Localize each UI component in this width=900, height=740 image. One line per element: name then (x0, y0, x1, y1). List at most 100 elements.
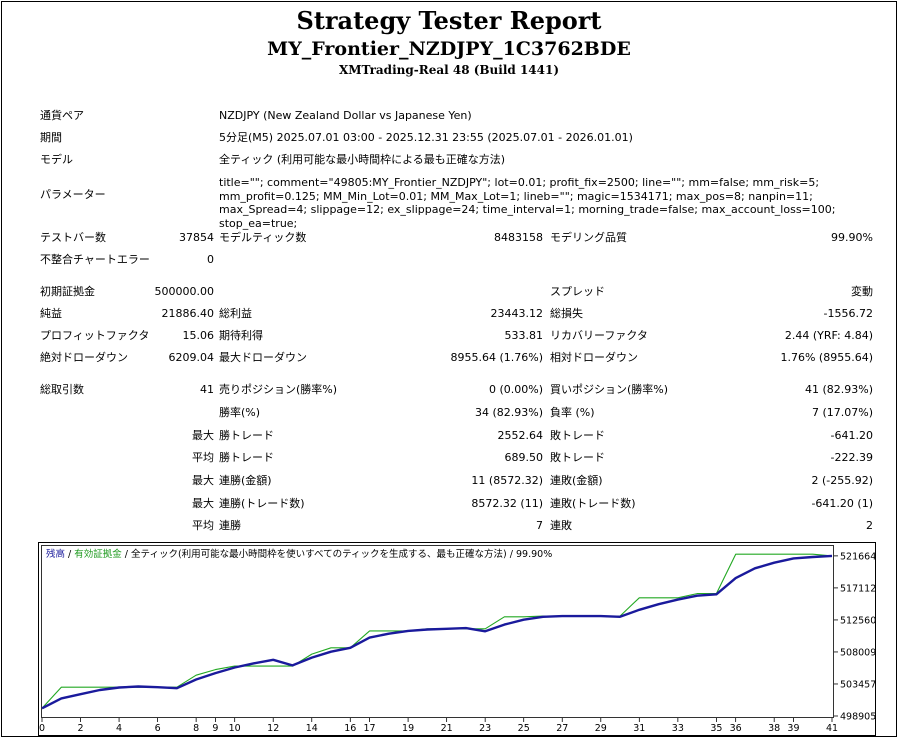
rel-dd-value: 1.76% (8955.64) (780, 351, 873, 364)
total-trades-value: 41 (200, 383, 214, 396)
chart-svg: 498905 503457 508009 512560 517112 521664 0 2 4… (38, 542, 876, 736)
quality-label: モデリング品質 (550, 231, 627, 244)
consec-losses-amt-label: 連敗(金額) (550, 474, 603, 487)
y-tick-label: 508009 (840, 647, 876, 658)
legend-balance: 残高 (46, 549, 66, 560)
x-tick-label: 0 (39, 723, 45, 734)
win-rate-value: 34 (82.93%) (474, 406, 543, 419)
chart-border (38, 542, 876, 736)
max-word-2: 最大 (192, 474, 214, 487)
consec-wins-amt-value: 11 (8572.32) (471, 474, 543, 487)
spread-value: 変動 (851, 285, 873, 298)
avg-loss-label: 敗トレード (550, 451, 605, 464)
x-tick-label: 29 (595, 723, 607, 734)
x-tick-label: 8 (193, 723, 199, 734)
net-label: 純益 (40, 307, 62, 320)
avg-consec-losses-label: 連敗 (550, 519, 572, 532)
quality-value: 99.90% (831, 231, 873, 244)
avg-consec-wins-value: 7 (536, 519, 543, 532)
loss-rate-label: 負率 (%) (550, 406, 595, 419)
rel-dd-label: 相対ドローダウン (550, 351, 638, 364)
x-tick-label: 27 (556, 723, 568, 734)
consec-losses-cnt-label: 連敗(トレード数) (550, 497, 636, 510)
bars-label: テストバー数 (40, 231, 106, 244)
x-tick-labels: 0 2 4 6 8 9 10 12 14 16 17 19 21 23 25 27 29 31 33 35 36 38 39… (39, 723, 838, 734)
ea-name: MY_Frontier_NZDJPY_1C3762BDE (267, 38, 631, 60)
x-tick-label: 19 (402, 723, 414, 734)
deposit-label: 初期証拠金 (40, 285, 95, 298)
ticks-label: モデルティック数 (219, 231, 307, 244)
series-layer (41, 553, 833, 710)
max-word-3: 最大 (192, 497, 214, 510)
avg-loss-value: -222.39 (830, 451, 873, 464)
y-tick-label: 512560 (840, 615, 876, 626)
symbol-value: NZDJPY (New Zealand Dollar vs Japanese Y… (219, 109, 472, 122)
equity-chart: 498905 503457 508009 512560 517112 521664 0 2 4… (38, 542, 876, 736)
y-tick-label: 521664 (840, 551, 876, 562)
x-tick-label: 21 (441, 723, 453, 734)
x-tick-label: 23 (479, 723, 491, 734)
params-value: title=""; comment="49805:MY_Frontier_NZD… (219, 176, 836, 230)
gross-profit-label: 総利益 (219, 307, 252, 320)
x-tick-label: 12 (267, 723, 279, 734)
model-label: モデル (40, 153, 73, 166)
long-label: 買いポジション(勝率%) (550, 383, 669, 396)
avg-win-value: 689.50 (504, 451, 544, 464)
avg-consec-losses-value: 2 (866, 519, 873, 532)
expected-label: 期待利得 (219, 329, 263, 342)
pf-label: プロフィットファクタ (40, 329, 150, 342)
short-value: 0 (0.00%) (488, 383, 543, 396)
max-word: 最大 (192, 429, 214, 442)
consec-losses-amt-value: 2 (-255.92) (811, 474, 873, 487)
x-tick-label: 31 (633, 723, 645, 734)
legend-sep-2: / (121, 549, 132, 560)
server-build: XMTrading-Real 48 (Build 1441) (338, 63, 560, 77)
plot-area (41, 545, 834, 718)
mismatch-label: 不整合チャートエラー (40, 253, 150, 266)
max-dd-value: 8955.64 (1.76%) (450, 351, 543, 364)
legend-quality: / 99.90% (506, 549, 553, 560)
x-tick-label: 6 (155, 723, 161, 734)
x-tick-label: 14 (306, 723, 318, 734)
x-tick-label: 41 (826, 723, 838, 734)
max-win-value: 2552.64 (497, 429, 544, 442)
bars-value: 37854 (179, 231, 214, 244)
symbol-label: 通貨ペア (40, 109, 84, 122)
y-tick-labels: 498905 503457 508009 512560 517112 521664 (840, 551, 876, 722)
x-tick-label: 35 (710, 723, 722, 734)
x-tick-label: 25 (518, 723, 530, 734)
net-value: 21886.40 (161, 307, 215, 320)
consec-wins-cnt-value: 8572.32 (11) (471, 497, 543, 510)
pf-value: 15.06 (182, 329, 215, 342)
legend-equity: 有効証拠金 (74, 549, 122, 560)
x-tick-label: 17 (364, 723, 376, 734)
loss-rate-value: 7 (17.07%) (811, 406, 873, 419)
recovery-label: リカバリーファクタ (550, 329, 648, 342)
max-dd-label: 最大ドローダウン (219, 351, 307, 364)
win-rate-label: 勝率(%) (219, 406, 261, 419)
y-tick-label: 517112 (840, 583, 876, 594)
legend-sep-1: / (65, 549, 75, 560)
avg-win-label: 勝トレード (219, 451, 274, 464)
ticks-value: 8483158 (494, 231, 543, 244)
y-tick-label: 498905 (840, 712, 876, 723)
deposit-value: 500000.00 (154, 285, 215, 298)
mismatch-value: 0 (207, 253, 214, 266)
y-tick-label: 503457 (840, 679, 876, 690)
consec-wins-cnt-label: 連勝(トレード数) (219, 497, 305, 510)
x-tick-label: 10 (229, 723, 241, 734)
recovery-value: 2.44 (YRF: 4.84) (784, 329, 873, 342)
x-tick-label: 16 (344, 723, 356, 734)
gross-loss-label: 総損失 (550, 307, 583, 320)
grid (41, 555, 838, 722)
x-tick-label: 39 (787, 723, 799, 734)
avg-consec-wins-label: 連勝 (219, 519, 241, 532)
chart-legend: 残高 / 有効証拠金 / 全ティック(利用可能な最小時間枠を使いすべてのティック… (46, 546, 552, 560)
x-tick-label: 33 (672, 723, 684, 734)
max-win-label: 勝トレード (219, 429, 274, 442)
abs-dd-value: 6209.04 (168, 351, 215, 364)
consec-wins-amt-label: 連勝(金額) (219, 474, 272, 487)
avg-word: 平均 (192, 451, 214, 464)
params-label: パラメーター (40, 188, 106, 201)
